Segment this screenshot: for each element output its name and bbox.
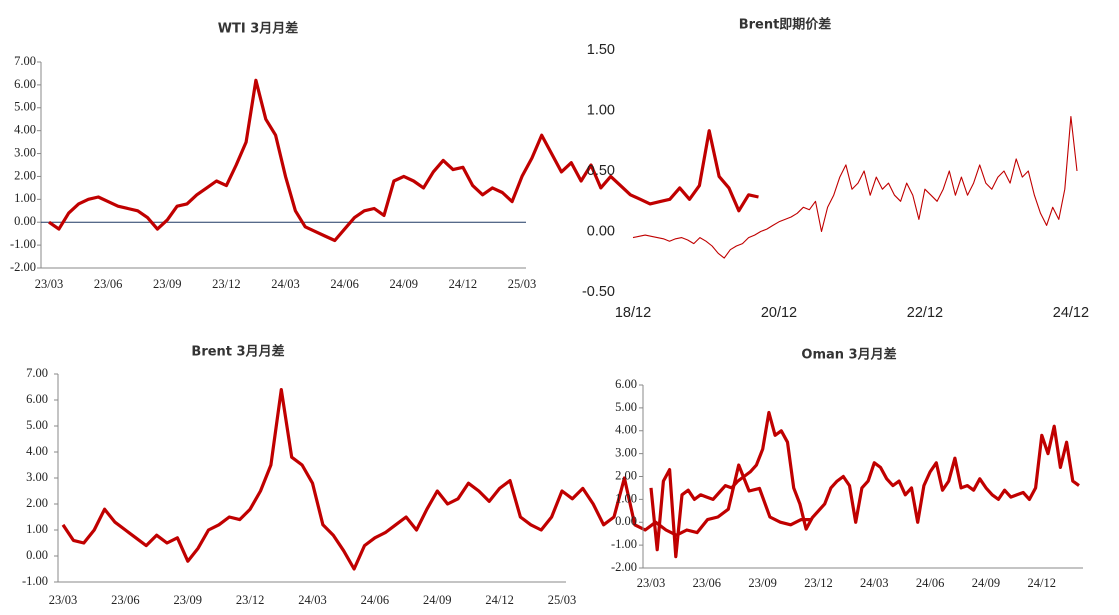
x-tick-label: 24/09 bbox=[390, 277, 418, 291]
x-tick-label: 24/06 bbox=[916, 576, 944, 590]
y-tick-label: 6.00 bbox=[26, 392, 48, 406]
x-tick-label: 23/06 bbox=[94, 277, 122, 291]
x-tick-label: 24/06 bbox=[330, 277, 358, 291]
y-tick-label: 2.00 bbox=[615, 468, 637, 482]
y-tick-label: 0.50 bbox=[587, 163, 615, 179]
x-tick-label: 25/03 bbox=[508, 277, 536, 291]
y-tick-label: -2.00 bbox=[611, 560, 637, 574]
x-tick-label: 24/09 bbox=[972, 576, 1000, 590]
y-tick-label: 3.00 bbox=[26, 470, 48, 484]
y-tick-label: 1.00 bbox=[615, 491, 637, 505]
y-tick-label: 4.00 bbox=[26, 444, 48, 458]
chart-title: WTI 3月月差 bbox=[218, 21, 299, 37]
y-tick-label: 7.00 bbox=[26, 366, 48, 380]
y-tick-label: 5.00 bbox=[14, 100, 36, 114]
x-tick-label: 23/09 bbox=[174, 593, 202, 607]
y-tick-label: 4.00 bbox=[14, 123, 36, 137]
y-tick-label: 1.50 bbox=[587, 42, 615, 58]
x-tick-label: 25/03 bbox=[548, 593, 576, 607]
x-tick-label: 24/12 bbox=[485, 593, 513, 607]
y-tick-label: 2.00 bbox=[26, 496, 48, 510]
data-line bbox=[632, 116, 1078, 259]
y-tick-label: 0.00 bbox=[587, 223, 615, 239]
y-tick-label: 0.00 bbox=[615, 514, 637, 528]
x-tick-label: 20/12 bbox=[761, 305, 797, 321]
chart-title: Brent即期价差 bbox=[739, 17, 832, 33]
x-tick-label: 24/12 bbox=[1053, 305, 1089, 321]
y-tick-label: -1.00 bbox=[10, 237, 36, 251]
y-tick-label: 3.00 bbox=[14, 145, 36, 159]
y-tick-label: -1.00 bbox=[22, 574, 48, 588]
data-line bbox=[48, 78, 759, 243]
x-tick-label: 23/03 bbox=[637, 576, 665, 590]
y-tick-label: 5.00 bbox=[26, 418, 48, 432]
y-tick-label: 1.00 bbox=[587, 102, 615, 118]
x-tick-label: 23/12 bbox=[212, 277, 240, 291]
x-tick-label: 24/09 bbox=[423, 593, 451, 607]
chart-title: Brent 3月月差 bbox=[191, 344, 284, 360]
y-tick-label: -1.00 bbox=[611, 537, 637, 551]
y-tick-label: 1.00 bbox=[26, 522, 48, 536]
x-tick-label: 24/03 bbox=[298, 593, 326, 607]
y-tick-label: -2.00 bbox=[10, 260, 36, 274]
x-tick-label: 23/06 bbox=[693, 576, 721, 590]
x-tick-label: 23/09 bbox=[748, 576, 776, 590]
y-tick-label: 3.00 bbox=[615, 446, 637, 460]
y-tick-label: 5.00 bbox=[615, 400, 637, 414]
data-line bbox=[61, 388, 812, 571]
data-line bbox=[649, 410, 1080, 559]
y-tick-label: 1.00 bbox=[14, 191, 36, 205]
chart-title: Oman 3月月差 bbox=[801, 347, 896, 363]
x-tick-label: 18/12 bbox=[615, 305, 651, 321]
x-tick-label: 24/03 bbox=[271, 277, 299, 291]
x-tick-label: 22/12 bbox=[907, 305, 943, 321]
x-tick-label: 23/12 bbox=[236, 593, 264, 607]
x-tick-label: 23/09 bbox=[153, 277, 181, 291]
y-tick-label: 0.00 bbox=[26, 548, 48, 562]
x-tick-label: 23/12 bbox=[804, 576, 832, 590]
x-tick-label: 24/12 bbox=[1028, 576, 1056, 590]
y-tick-label: 6.00 bbox=[14, 77, 36, 91]
y-tick-label: -0.50 bbox=[582, 284, 615, 300]
x-tick-label: 24/12 bbox=[449, 277, 477, 291]
y-tick-label: 0.00 bbox=[14, 214, 36, 228]
x-tick-label: 23/03 bbox=[49, 593, 77, 607]
y-tick-label: 6.00 bbox=[615, 377, 637, 391]
x-tick-label: 23/06 bbox=[111, 593, 139, 607]
y-tick-label: 4.00 bbox=[615, 423, 637, 437]
x-tick-label: 24/06 bbox=[361, 593, 389, 607]
x-tick-label: 24/03 bbox=[860, 576, 888, 590]
y-tick-label: 7.00 bbox=[14, 54, 36, 68]
x-tick-label: 23/03 bbox=[35, 277, 63, 291]
y-tick-label: 2.00 bbox=[14, 168, 36, 182]
